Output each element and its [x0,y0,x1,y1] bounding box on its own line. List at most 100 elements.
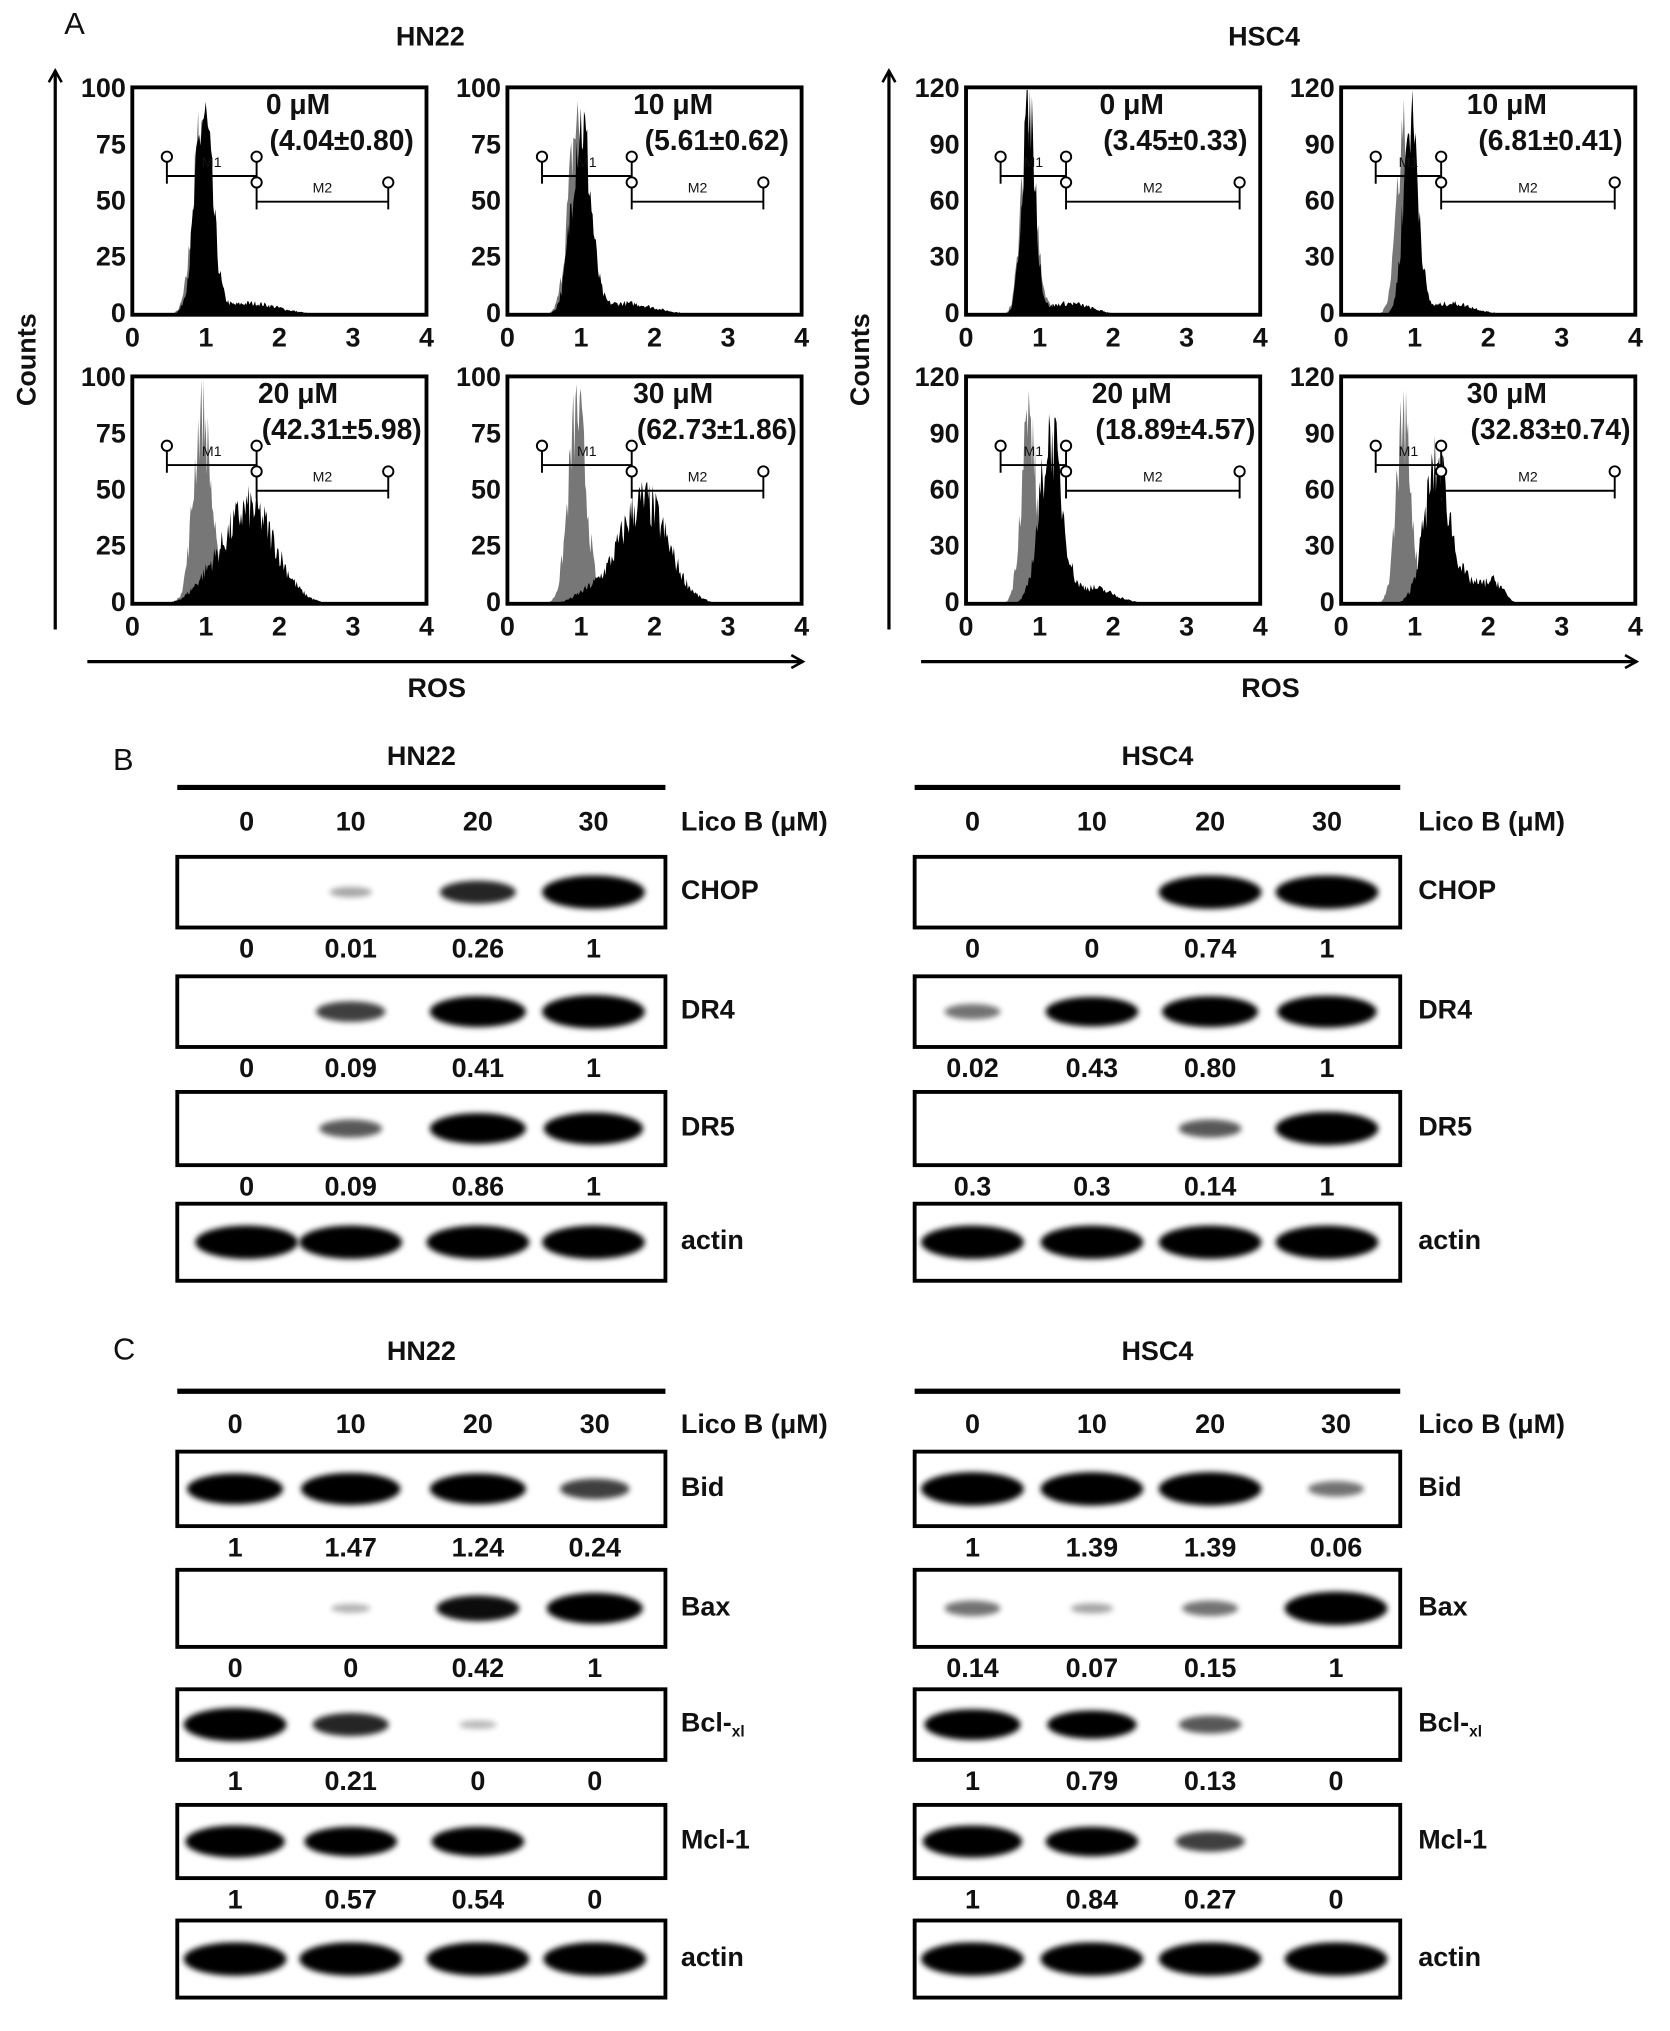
blot-band [1158,1225,1262,1259]
protein-label: actin [1418,1225,1481,1255]
group-title: HSC4 [1121,1336,1193,1366]
blot-band [329,887,373,898]
y-tick-label: 30 [930,531,960,561]
blot-frame [175,1449,668,1529]
blot-band [944,1003,1001,1020]
treated-histogram [132,101,390,315]
blot-band [426,1225,530,1259]
dose-label: 20 [463,807,493,837]
x-tick-label: 0 [1334,322,1349,352]
gate-label: M1 [1399,443,1419,459]
protein-subscript: xl [1469,1723,1482,1740]
protein-label: Bax [1418,1591,1467,1621]
blot-frame [912,1567,1403,1649]
x-tick-label: 4 [1628,611,1643,641]
x-tick-label: 2 [1106,322,1121,352]
gate-knob [1233,176,1246,189]
blot-frame [912,1090,1403,1168]
gate-knob [1059,150,1073,163]
blot-band [921,1472,1024,1506]
y-tick-label: 25 [96,242,126,272]
x-tick-label: 2 [272,322,287,352]
y-tick-label: 25 [471,531,501,561]
band-ratio: 0.42 [452,1653,505,1683]
x-tick-label: 2 [1481,611,1496,641]
x-tick-label: 4 [419,322,434,352]
x-tick-label: 1 [198,322,213,352]
panel-label: C [113,1332,135,1367]
y-tick-label: 25 [96,531,126,561]
protein-label: CHOP [1418,875,1496,905]
protein-name: actin [1418,1225,1481,1255]
control-histogram [507,384,765,604]
dose-label: 20 [1195,1409,1225,1439]
dose-label: 10 [336,1409,366,1439]
dose-label: 0 [239,807,254,837]
x-tick-label: 3 [1179,322,1194,352]
band-ratio: 0 [587,1884,602,1914]
x-tick-label: 1 [198,611,213,641]
dose-label: 30 [578,807,608,837]
blot-frame [175,1687,668,1762]
ratio-label: (32.83±0.74) [1471,413,1631,445]
blot-band [1045,1826,1139,1857]
gate-label: M2 [1143,180,1163,196]
band-ratio: 0.09 [324,1171,377,1201]
blot-frame [912,1802,1403,1881]
protein-name: Bid [1418,1472,1461,1502]
band-ratio: 0 [343,1653,358,1683]
y-tick-label: 100 [81,362,126,392]
band-ratio: 0.09 [324,1053,377,1083]
x-tick-label: 4 [794,322,809,352]
x-tick-label: 2 [647,611,662,641]
band-ratio: 1 [965,1766,980,1796]
gate-knob [535,150,549,163]
protein-label: Bcl-xl [1418,1708,1482,1741]
blot-band [1175,1831,1245,1852]
gate-label: M1 [202,154,222,170]
dose-label: 10 [1077,807,1107,837]
x-tick-label: 1 [1032,611,1047,641]
gate-label: M2 [688,469,708,485]
gate-knob [994,150,1007,163]
blot-band [1178,1119,1242,1138]
protein-name: Bcl- [681,1708,732,1738]
band-ratio: 0.13 [1184,1766,1237,1796]
gate-knob [1059,439,1073,452]
band-ratio: 0.41 [452,1053,505,1083]
y-tick-label: 120 [915,362,960,392]
gate-knob [1233,465,1246,478]
protein-name: Bax [1418,1591,1467,1621]
x-tick-label: 2 [647,322,662,352]
gate-knob [160,439,173,452]
y-tick-label: 120 [1290,362,1335,392]
blot-band [312,1713,389,1737]
gate-label: M1 [1399,154,1419,170]
blot-band [436,1595,520,1622]
band-ratio: 1 [228,1766,243,1796]
blot-band [429,1113,526,1144]
y-tick-label: 50 [471,475,501,505]
panel-label: B [113,742,134,777]
blot-band [1275,1111,1379,1146]
x-tick-label: 1 [1407,322,1422,352]
group-title: HN22 [387,741,456,771]
band-ratio: 1 [1320,1053,1335,1083]
gate-label: M2 [313,469,333,485]
protein-label: Bax [681,1591,730,1621]
y-tick-label: 100 [456,73,501,103]
band-ratio: 0.07 [1066,1653,1119,1683]
protein-name: Mcl-1 [681,1825,750,1855]
band-ratio: 0.54 [452,1884,505,1914]
blot-band [183,1942,287,1976]
y-tick-label: 0 [945,298,960,328]
blot-band [922,1825,1023,1858]
protein-label: actin [1418,1942,1481,1972]
band-ratio: 0.3 [954,1171,992,1201]
blot-frame [912,854,1403,930]
dose-label: 10 μM [633,88,713,120]
ratio-label: (18.89±4.57) [1095,413,1255,445]
band-ratio: 0.06 [1310,1532,1362,1562]
gate-knob [160,150,173,163]
group-title: HSC4 [1121,741,1193,771]
